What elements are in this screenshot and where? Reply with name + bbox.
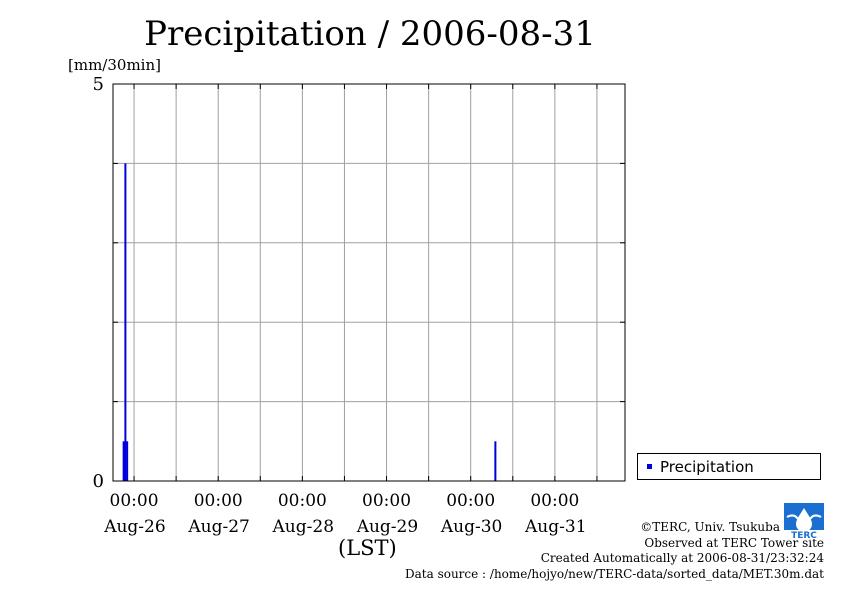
x-tick-date-label: Aug-31 — [524, 517, 586, 537]
x-tick-date-label: Aug-28 — [272, 517, 334, 537]
plot-frame — [112, 83, 626, 482]
precipitation-bar — [494, 441, 497, 481]
precipitation-bars — [122, 163, 497, 481]
x-axis-label: (LST) — [338, 536, 397, 560]
x-tick-time-label: 00:00 — [530, 491, 579, 511]
legend-swatch — [647, 464, 652, 469]
x-tick-time-label: 00:00 — [362, 491, 411, 511]
precipitation-bar — [122, 441, 125, 481]
source-text: Data source : /home/hojyo/new/TERC-data/… — [405, 566, 824, 581]
axis-tick-labels: 0 5 00:00 Aug-26 00:00 Aug-27 00:00 Aug-28 00:00… — [93, 74, 587, 537]
footer-credits: ©TERC, Univ. Tsukuba Observed at TERC To… — [405, 520, 824, 582]
precipitation-bar — [126, 441, 129, 481]
x-tick-date-label: Aug-30 — [440, 517, 502, 537]
x-tick-time-label: 00:00 — [446, 491, 495, 511]
y-tick-label: 5 — [93, 74, 104, 95]
grid-lines — [113, 84, 625, 481]
legend-label: Precipitation — [660, 457, 754, 476]
logo-drop — [796, 508, 812, 532]
legend: Precipitation — [637, 453, 821, 480]
x-tick-date-label: Aug-26 — [103, 517, 165, 537]
chart-title: Precipitation / 2006-08-31 — [144, 14, 596, 54]
y-tick-label: 0 — [93, 471, 104, 492]
precipitation-bar — [124, 163, 127, 481]
x-tick-time-label: 00:00 — [194, 491, 243, 511]
x-tick-date-label: Aug-27 — [187, 517, 249, 537]
axis-ticks — [113, 84, 625, 481]
copyright-text: ©TERC, Univ. Tsukuba — [640, 520, 780, 534]
created-text: Created Automatically at 2006-08-31/23:3… — [540, 551, 824, 565]
x-tick-date-label: Aug-29 — [356, 517, 418, 537]
logo-text: TERC — [791, 531, 817, 539]
x-tick-time-label: 00:00 — [278, 491, 327, 511]
y-unit-label: [mm/30min] — [68, 56, 161, 74]
terc-logo: TERC — [784, 503, 824, 539]
logo-text-band — [784, 530, 824, 539]
x-tick-time-label: 00:00 — [110, 491, 159, 511]
logo-waves — [786, 514, 822, 520]
observed-text: Observed at TERC Tower site — [644, 535, 824, 550]
